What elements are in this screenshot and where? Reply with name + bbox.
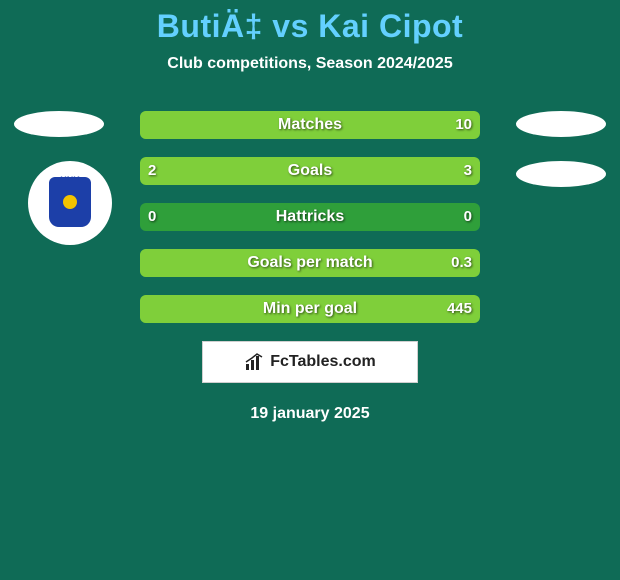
fctables-logo: FcTables.com: [202, 341, 418, 383]
date-text: 19 january 2025: [0, 405, 620, 423]
bar-value-right: 0.3: [451, 249, 472, 277]
right-placeholder-ellipse-2: [516, 161, 606, 187]
ball-icon: [63, 195, 77, 209]
stat-bar-row: Matches10: [140, 111, 480, 139]
stat-bar-row: Hattricks0 0: [140, 203, 480, 231]
bar-label: Goals per match: [140, 249, 480, 277]
shield-icon: [49, 177, 91, 227]
page-title: ButiÄ‡ vs Kai Cipot: [0, 0, 620, 45]
stat-bar-row: Goals2 3: [140, 157, 480, 185]
bar-value-left: 0: [148, 203, 156, 231]
bar-value-right: 445: [447, 295, 472, 323]
stats-area: HNK Matches10 Goals2 3 Hattricks0 0 Goals per…: [0, 111, 620, 323]
stat-bar-row: Min per goal445: [140, 295, 480, 323]
comparison-card: ButiÄ‡ vs Kai Cipot Club competitions, S…: [0, 0, 620, 580]
bar-label: Goals: [140, 157, 480, 185]
bar-value-right: 3: [464, 157, 472, 185]
stat-bars: Matches10 Goals2 3 Hattricks0 0 Goals per mat…: [140, 111, 480, 323]
club-badge: HNK: [28, 161, 112, 245]
subtitle: Club competitions, Season 2024/2025: [0, 55, 620, 73]
left-placeholder-ellipse: [14, 111, 104, 137]
bar-value-right: 0: [464, 203, 472, 231]
bar-label: Matches: [140, 111, 480, 139]
bar-label: Hattricks: [140, 203, 480, 231]
bar-value-right: 10: [455, 111, 472, 139]
chart-icon: [244, 352, 264, 372]
stat-bar-row: Goals per match0.3: [140, 249, 480, 277]
right-placeholder-ellipse-1: [516, 111, 606, 137]
bar-value-left: 2: [148, 157, 156, 185]
brand-text: FcTables.com: [270, 353, 376, 371]
bar-label: Min per goal: [140, 295, 480, 323]
